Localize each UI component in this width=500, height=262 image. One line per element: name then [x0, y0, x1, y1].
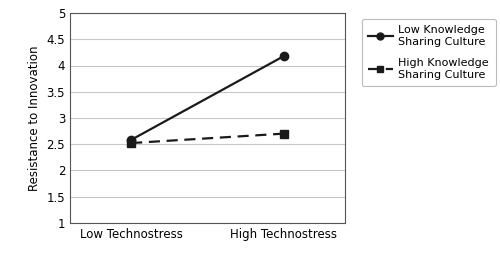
Legend: Low Knowledge
Sharing Culture, High Knowledge
Sharing Culture: Low Knowledge Sharing Culture, High Know…: [362, 19, 496, 86]
Y-axis label: Resistance to Innovation: Resistance to Innovation: [28, 45, 41, 191]
